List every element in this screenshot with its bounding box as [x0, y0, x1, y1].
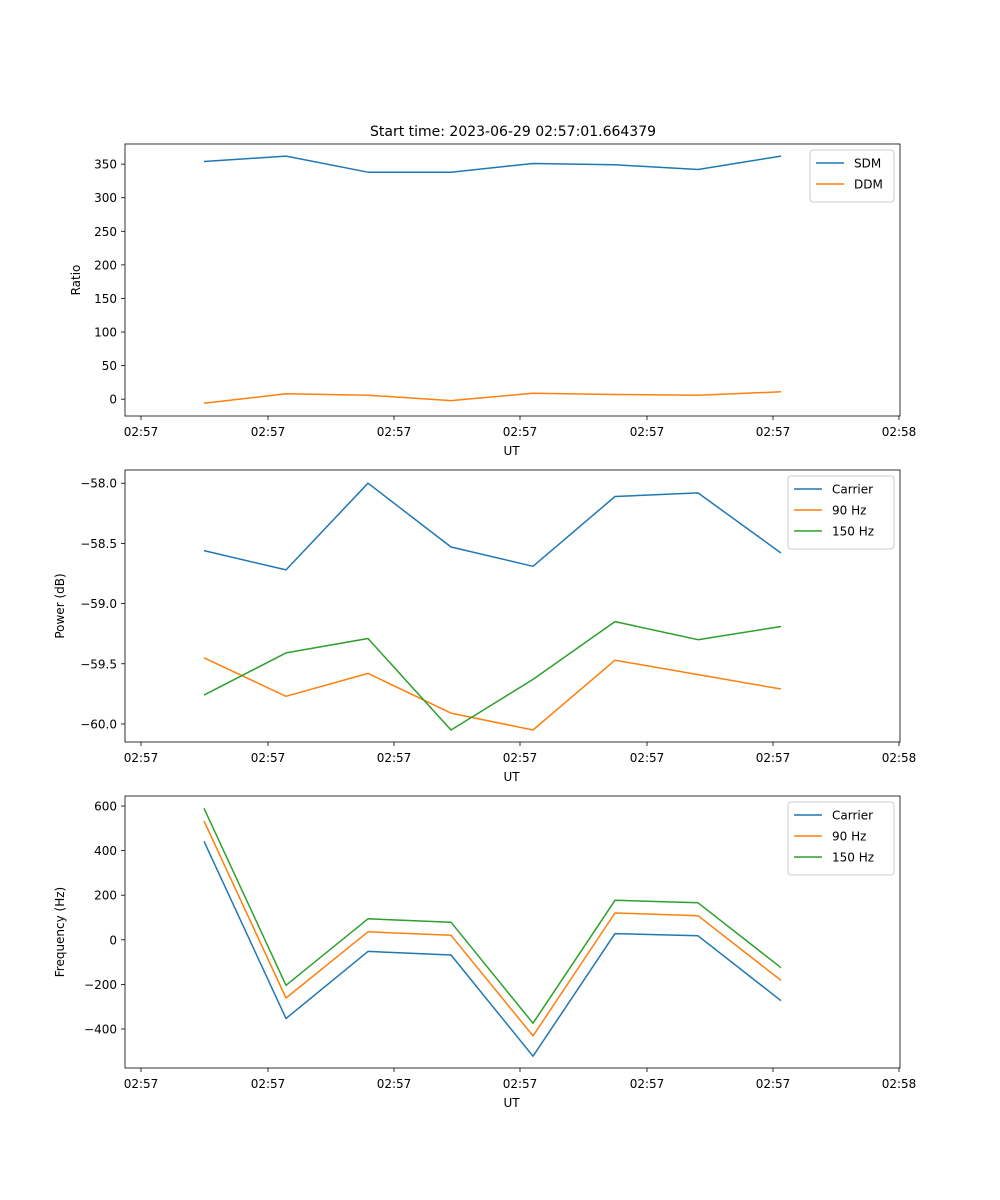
series-line-90-hz — [203, 657, 782, 731]
y-axis-label: Ratio — [69, 265, 83, 296]
legend-label: DDM — [854, 178, 883, 192]
plot-frame — [124, 143, 901, 417]
y-tick-label: −60.0 — [80, 717, 117, 731]
legend-label: 90 Hz — [832, 504, 866, 518]
y-tick-label: −400 — [84, 1022, 117, 1036]
panel-2: 02:57 02:57 02:57 02:57 02:57 02:57 02:58 UT −60… — [53, 469, 917, 784]
y-tick-label: 250 — [94, 225, 117, 239]
x-tick-label: 02:57 — [503, 1077, 538, 1091]
y-tick-label: 100 — [94, 326, 117, 340]
series-line-150-hz — [203, 807, 782, 1024]
legend-label: 90 Hz — [832, 830, 866, 844]
y-tick-label: 150 — [94, 292, 117, 306]
plot-frame — [124, 795, 901, 1069]
y-tick-label: 50 — [102, 359, 117, 373]
x-tick-label: 02:57 — [630, 751, 665, 765]
legend-label: Carrier — [832, 809, 873, 823]
y-tick-label: −59.0 — [80, 597, 117, 611]
y-tick-label: 600 — [94, 800, 117, 814]
y-tick-label: 200 — [94, 258, 117, 272]
legend-box — [809, 149, 895, 203]
x-tick-label: 02:58 — [882, 1077, 917, 1091]
y-tick-label: 0 — [109, 933, 117, 947]
x-tick-label: 02:57 — [377, 751, 412, 765]
series-line-sdm — [203, 155, 782, 173]
y-tick-label: 350 — [94, 158, 117, 172]
legend: Carrier 90 Hz 150 Hz — [787, 475, 895, 550]
series-line-carrier — [203, 482, 782, 571]
y-tick-label: 400 — [94, 844, 117, 858]
panel-1: 02:57 02:57 02:57 02:57 02:57 02:57 02:58 UT 0 50… — [69, 143, 917, 458]
legend-label: 150 Hz — [832, 851, 874, 865]
plot-frame — [124, 469, 901, 743]
x-tick-label: 02:57 — [630, 425, 665, 439]
x-tick-label: 02:57 — [756, 1077, 791, 1091]
x-tick-label: 02:57 — [503, 751, 538, 765]
series-line-90-hz — [203, 820, 782, 1037]
series-line-ddm — [203, 391, 782, 404]
y-tick-label: 0 — [109, 393, 117, 407]
x-tick-label: 02:57 — [630, 1077, 665, 1091]
x-axis-label: UT — [503, 444, 520, 458]
y-tick-label: −200 — [84, 978, 117, 992]
legend: Carrier 90 Hz 150 Hz — [787, 801, 895, 876]
x-tick-label: 02:57 — [251, 751, 286, 765]
y-axis-label: Frequency (Hz) — [53, 887, 67, 978]
x-tick-label: 02:57 — [124, 751, 159, 765]
x-tick-label: 02:57 — [124, 1077, 159, 1091]
x-tick-label: 02:57 — [124, 425, 159, 439]
x-tick-label: 02:58 — [882, 425, 917, 439]
x-tick-label: 02:57 — [377, 425, 412, 439]
y-tick-label: −59.5 — [80, 657, 117, 671]
series-line-150-hz — [203, 620, 782, 731]
y-axis-label: Power (dB) — [53, 573, 67, 638]
x-tick-label: 02:57 — [503, 425, 538, 439]
figure-title: Start time: 2023-06-29 02:57:01.664379 — [370, 124, 656, 140]
panel-3: 02:57 02:57 02:57 02:57 02:57 02:57 02:58 UT −40… — [53, 795, 917, 1110]
x-tick-label: 02:57 — [251, 1077, 286, 1091]
series-line-carrier — [203, 840, 782, 1057]
x-axis-label: UT — [503, 770, 520, 784]
x-tick-label: 02:57 — [756, 751, 791, 765]
x-tick-label: 02:57 — [251, 425, 286, 439]
legend-label: Carrier — [832, 483, 873, 497]
y-tick-label: 200 — [94, 889, 117, 903]
legend-label: 150 Hz — [832, 525, 874, 539]
x-tick-label: 02:58 — [882, 751, 917, 765]
x-tick-label: 02:57 — [377, 1077, 412, 1091]
y-tick-label: −58.0 — [80, 477, 117, 491]
y-tick-label: −58.5 — [80, 537, 117, 551]
y-tick-label: 300 — [94, 191, 117, 205]
x-axis-label: UT — [503, 1096, 520, 1110]
x-tick-label: 02:57 — [756, 425, 791, 439]
legend: SDM DDM — [809, 149, 895, 203]
legend-label: SDM — [854, 157, 881, 171]
